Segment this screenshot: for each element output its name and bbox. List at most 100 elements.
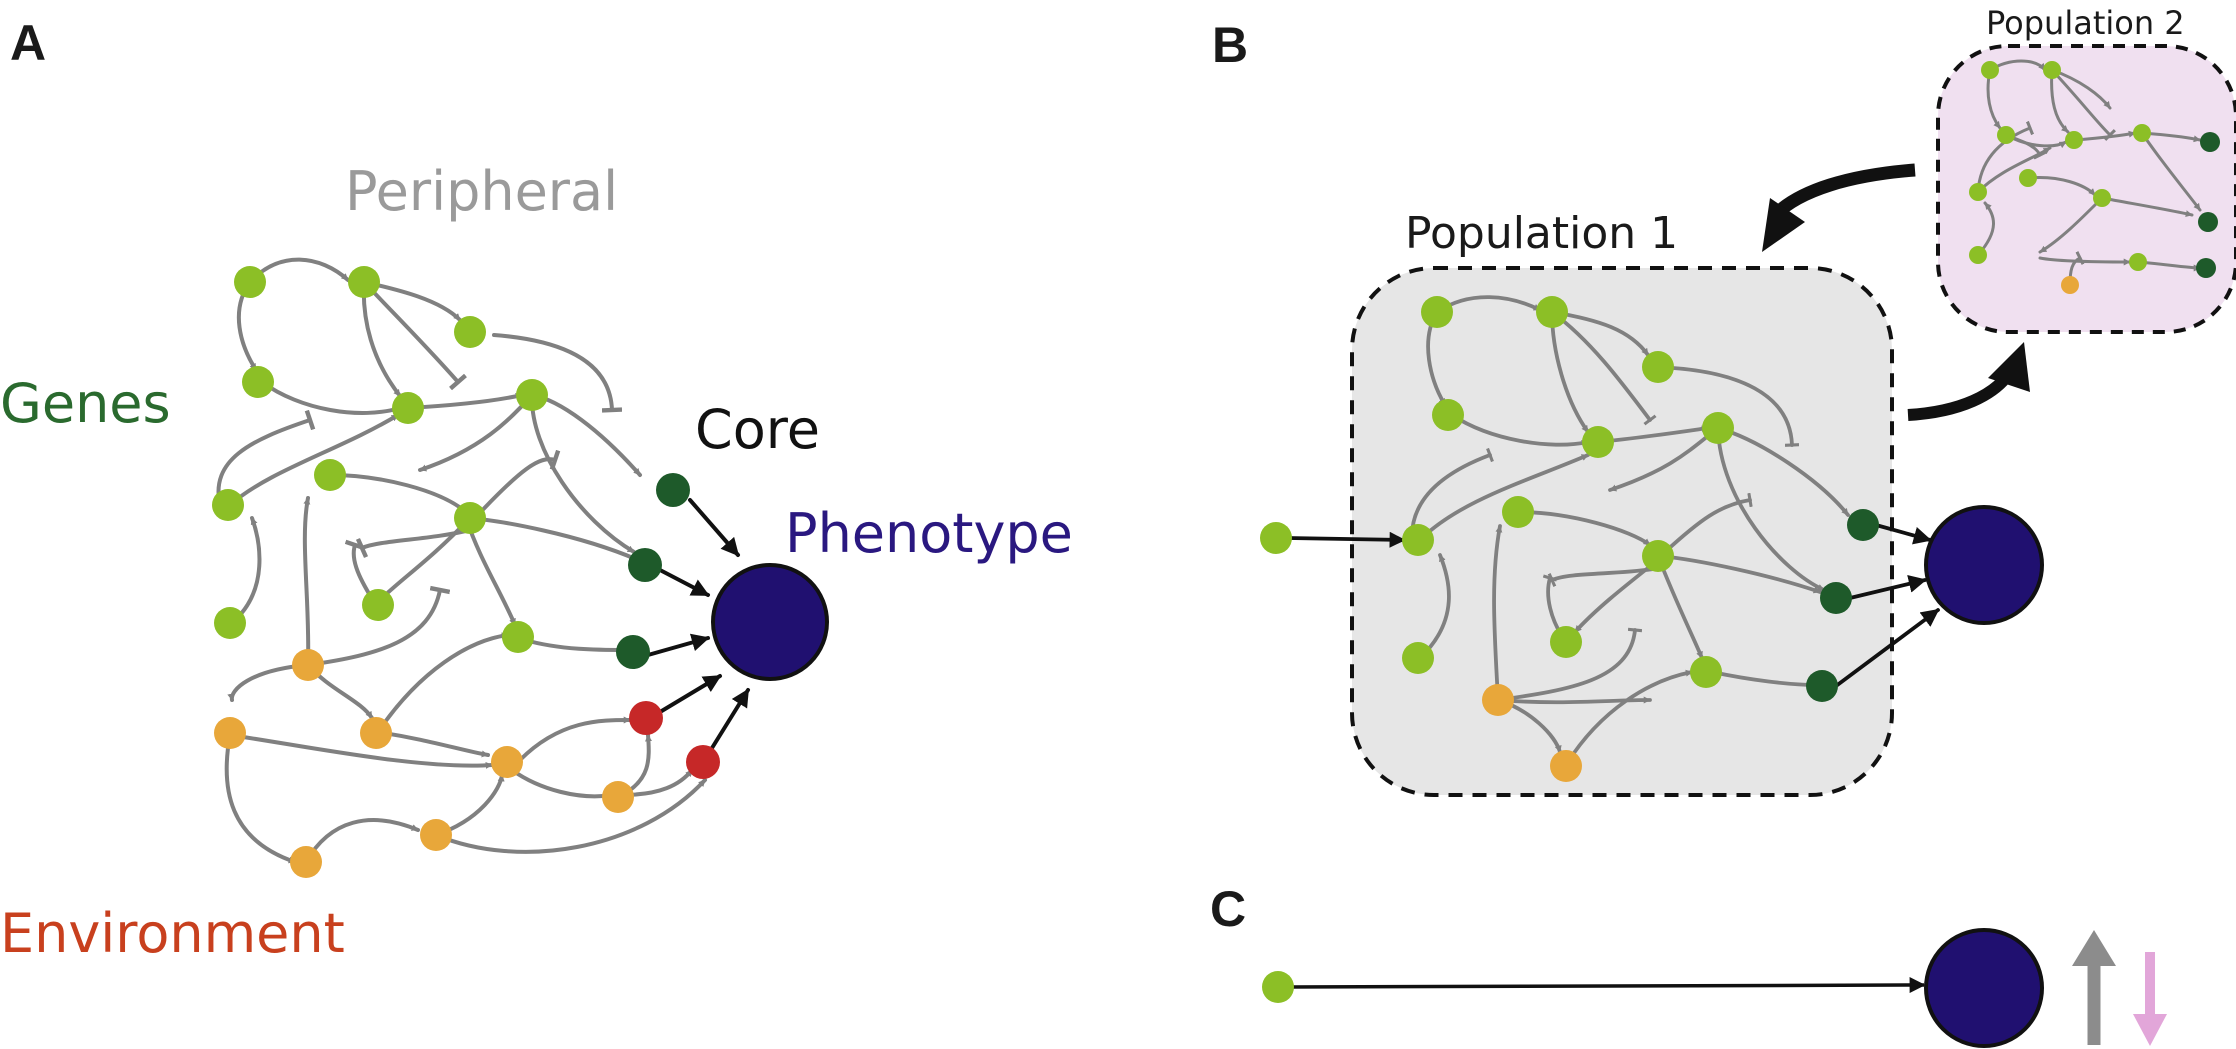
population-2-label: Population 2 (1986, 4, 2185, 42)
label-peripheral: Peripheral (345, 160, 618, 223)
edge (1450, 413, 1590, 447)
edge (492, 333, 623, 413)
edge (710, 688, 750, 750)
peripheral-gene-node (348, 266, 380, 298)
edge (228, 733, 494, 769)
core-gene-node (1806, 670, 1838, 702)
edge (1976, 120, 2035, 194)
environment-node (420, 819, 452, 851)
core-environment-node (686, 745, 720, 779)
edge (228, 413, 400, 507)
environment-node (292, 649, 324, 681)
panel-a-nodes (212, 266, 829, 878)
core-gene-node (2198, 212, 2218, 232)
peripheral-gene-node (2093, 189, 2111, 207)
edge (518, 716, 632, 762)
peripheral-gene-node (1550, 626, 1582, 658)
edge (2038, 196, 2104, 254)
panel-b-letter: B (1212, 17, 1248, 73)
migration-arrow-to-pop2-head (1988, 342, 2030, 392)
edge (227, 663, 310, 702)
environment-node (1550, 750, 1582, 782)
peripheral-gene-node (1690, 656, 1722, 688)
edge (1654, 365, 1800, 447)
peripheral-gene-node (2019, 169, 2037, 187)
peripheral-gene-node (1997, 126, 2015, 144)
edge (1663, 492, 1753, 554)
down-arrow-icon (2133, 952, 2167, 1046)
edge (1492, 524, 1503, 702)
label-phenotype: Phenotype (785, 502, 1073, 565)
phenotype-node (1924, 928, 2044, 1048)
peripheral-gene-node (502, 621, 534, 653)
peripheral-gene-node (1502, 496, 1534, 528)
peripheral-gene-node (454, 316, 486, 348)
peripheral-gene-node (1969, 183, 1987, 201)
environment-node (290, 846, 322, 878)
edge (646, 633, 710, 657)
peripheral-gene-node (2129, 253, 2147, 271)
peripheral-gene-node (1402, 642, 1434, 674)
core-gene-node (656, 473, 690, 507)
edge (355, 528, 472, 559)
edge (1418, 553, 1451, 660)
environment-node (602, 781, 634, 813)
panel-a-letter: A (10, 15, 46, 71)
peripheral-gene-node (1642, 540, 1674, 572)
edge (1418, 453, 1590, 542)
peripheral-gene-node (1969, 246, 1987, 264)
environment-node (491, 746, 523, 778)
migrant-gene-node (1260, 522, 1292, 554)
environment-node (1482, 684, 1514, 716)
edge (1547, 566, 1662, 588)
edge (306, 585, 451, 667)
phenotype-node (1924, 505, 2044, 625)
label-genes: Genes (0, 372, 171, 435)
peripheral-gene-node (392, 392, 424, 424)
peripheral-gene-node (214, 607, 246, 639)
edge (376, 632, 510, 734)
peripheral-gene-node (1432, 399, 1464, 431)
edge (434, 778, 707, 854)
edge (230, 516, 262, 625)
edge (1834, 608, 1940, 688)
edge (2050, 68, 2117, 142)
peripheral-gene-node (362, 589, 394, 621)
peripheral-gene-node (454, 502, 486, 534)
peripheral-gene-node (1262, 971, 1294, 1003)
peripheral-gene-node (242, 366, 274, 398)
core-gene-node (2196, 258, 2216, 278)
edge (473, 449, 561, 520)
peripheral-gene-node (1582, 426, 1614, 458)
edge (1516, 510, 1652, 547)
population-1-nodes (1260, 296, 2044, 782)
peripheral-gene-node (1981, 61, 1999, 79)
edge (658, 568, 710, 597)
population-1-core-edges (1286, 523, 1940, 688)
migration-arrow-to-pop1-head (1762, 198, 1805, 252)
edge (1286, 531, 1406, 548)
edge (1496, 696, 1652, 705)
core-gene-node (616, 635, 650, 669)
edge (328, 473, 468, 514)
peripheral-gene-node (2043, 61, 2061, 79)
peripheral-gene-node (1536, 296, 1568, 328)
peripheral-gene-node (1402, 524, 1434, 556)
peripheral-gene-node (1421, 296, 1453, 328)
panel-a: A Peripheral Genes Core Phenotype Enviro… (0, 15, 1073, 965)
panel-b: B Population 1 Population 2 (1212, 4, 2236, 797)
phenotype-node (711, 563, 829, 681)
gene-phenotype-edge (1287, 977, 1926, 994)
edge (224, 733, 297, 864)
peripheral-gene-node (2133, 124, 2151, 142)
population-2-nodes (1969, 61, 2220, 294)
edge (260, 380, 402, 415)
peripheral-gene-node (2065, 131, 2083, 149)
environment-node (360, 717, 392, 749)
core-gene-node (1820, 582, 1852, 614)
edge (1874, 523, 1932, 545)
edge (658, 674, 722, 714)
peripheral-gene-node (212, 489, 244, 521)
peripheral-gene-node (516, 379, 548, 411)
core-gene-node (1847, 509, 1879, 541)
